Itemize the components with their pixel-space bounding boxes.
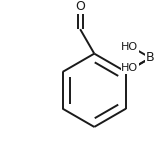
Text: O: O [75,0,85,13]
Text: B: B [146,51,155,64]
Text: HO: HO [121,42,138,52]
Text: HO: HO [121,63,138,73]
